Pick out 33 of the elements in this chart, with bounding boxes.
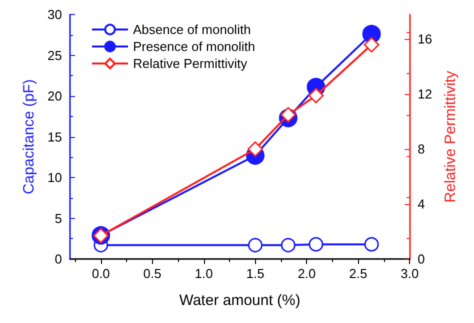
y2-tick-label: 4 xyxy=(418,196,425,212)
x-axis-title: Water amount (%) xyxy=(179,292,300,309)
y-tick-label: 25 xyxy=(48,48,62,63)
x-tick-label: 1.0 xyxy=(194,266,213,281)
y2-tick-label: 16 xyxy=(418,32,432,47)
point xyxy=(364,36,380,52)
y-tick-label: 20 xyxy=(48,88,62,104)
point xyxy=(248,141,264,157)
point xyxy=(280,107,296,123)
legend-label: Relative Permittivity xyxy=(133,56,248,71)
y-tick-label: 0 xyxy=(54,252,62,266)
y-tick-label: 15 xyxy=(48,129,62,144)
point xyxy=(308,88,324,104)
y2-tick-label: 0 xyxy=(418,252,425,266)
x-tick-label: 2.0 xyxy=(298,266,316,281)
point xyxy=(280,238,296,252)
legend-label: Presence of monolith xyxy=(133,39,256,54)
y-tick-label: 5 xyxy=(54,210,62,226)
x-tick-label: 1.5 xyxy=(246,266,264,281)
y-axis-title: Capacitance (pF) xyxy=(20,79,38,194)
point xyxy=(248,238,263,252)
y-tick-label: 30 xyxy=(48,7,62,22)
x-tick-label: 0.5 xyxy=(143,266,162,281)
x-tick-label: 2.5 xyxy=(349,266,368,281)
x-tick-label: 0.0 xyxy=(92,266,110,281)
y-tick-label: 10 xyxy=(48,170,62,185)
y2-axis-title: Relative Permittivity xyxy=(442,70,459,203)
point xyxy=(308,237,324,252)
y2-tick-label: 12 xyxy=(418,86,432,102)
x-tick-label: 3.0 xyxy=(400,266,419,281)
point xyxy=(364,237,379,252)
y2-tick-label: 8 xyxy=(418,142,425,157)
legend-label: Absence of monolith xyxy=(133,22,251,37)
